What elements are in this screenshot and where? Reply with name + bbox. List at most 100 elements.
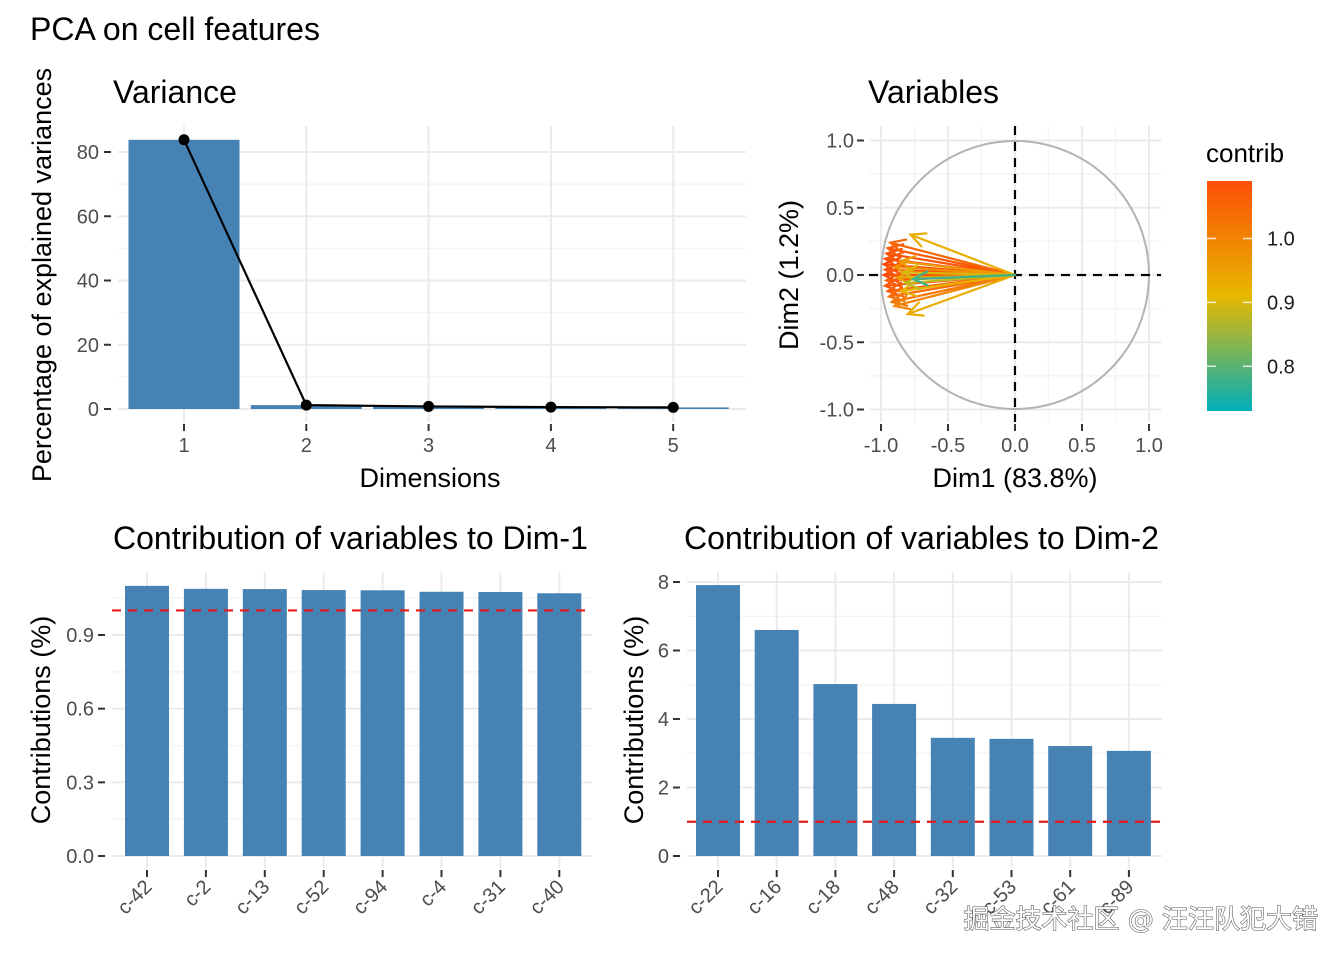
contrib-dim2-panel: Contribution of variables to Dim-2 0 2 4 6 8…	[619, 520, 1162, 919]
variance-point-4	[545, 401, 557, 413]
y-tick-label: 2	[658, 778, 669, 800]
variance-xlabel: Dimensions	[359, 463, 500, 493]
watermark: 掘金技术社区 @ 汪汪队犯大错	[963, 905, 1318, 935]
y-tick-label: 80	[77, 142, 99, 164]
variables-ylabel: Dim2 (1.2%)	[774, 200, 804, 350]
legend-tick-label: 0.8	[1267, 356, 1295, 378]
variance-ylabel: Percentage of explained variances	[27, 68, 57, 482]
legend-ticks: 1.0 0.9 0.8	[1207, 229, 1295, 378]
contrib-dim1-title: Contribution of variables to Dim-1	[113, 520, 588, 556]
contrib-dim1-bars	[125, 585, 582, 856]
variable-arrow	[905, 273, 1017, 317]
legend-tick-label: 0.9	[1267, 292, 1295, 314]
x-tick-label: c-32	[919, 876, 962, 919]
x-tick-label: c-42	[113, 876, 156, 919]
contrib-legend: contrib 1.0 0.9 0.8	[1206, 138, 1295, 411]
legend-tick-label: 1.0	[1267, 229, 1295, 251]
variable-arrow	[899, 264, 1017, 281]
y-tick-label: 0.3	[66, 772, 94, 794]
figure-title: PCA on cell features	[30, 11, 320, 47]
contrib-bar-c-53	[989, 738, 1034, 856]
variance-bar-1	[128, 139, 240, 410]
variable-arrow	[887, 238, 1017, 277]
contrib-bar-c-52	[301, 590, 346, 856]
variance-title: Variance	[113, 74, 237, 110]
variables-panel: Variables -1.0 -0.5 0.0 0.5 1.0 1.0 0.5 0.0 -0.5…	[774, 74, 1295, 493]
contrib-bar-c-31	[478, 592, 523, 856]
y-tick-label: 20	[77, 335, 99, 357]
contrib-bar-c-22	[696, 585, 740, 856]
variance-point-2	[300, 399, 312, 411]
x-tick-label: c-94	[349, 876, 392, 919]
contrib-bar-c-48	[872, 703, 917, 856]
x-tick-label: -1.0	[864, 435, 898, 457]
y-tick-label: 1.0	[826, 131, 854, 153]
contrib-bar-c-4	[419, 591, 464, 856]
x-tick-label: 1.0	[1135, 435, 1163, 457]
variance-panel: Variance 0 20 40 60 80 1 2 3 4 5 Dimensions Perce…	[27, 68, 746, 493]
legend-title: contrib	[1206, 138, 1284, 168]
variables-xlabel: Dim1 (83.8%)	[932, 463, 1097, 493]
y-tick-label: 8	[658, 572, 669, 594]
x-tick-label: c-4	[416, 876, 451, 911]
contrib-bar-c-42	[125, 585, 169, 856]
y-tick-label: 0.6	[66, 699, 94, 721]
y-tick-label: 6	[658, 641, 669, 663]
contrib-dim2-ylabel: Contributions (%)	[619, 616, 649, 825]
y-tick-label: 4	[658, 709, 669, 731]
x-tick-label: 1	[178, 435, 189, 457]
x-tick-label: c-22	[684, 876, 727, 919]
y-tick-label: 0	[88, 399, 99, 421]
contrib-bar-c-2	[183, 588, 228, 856]
x-tick-label: c-13	[231, 876, 274, 919]
y-tick-label: -1.0	[820, 400, 854, 422]
x-tick-label: c-18	[802, 876, 845, 919]
variance-line	[178, 134, 679, 413]
contrib-bar-c-89	[1106, 750, 1151, 856]
x-tick-label: c-40	[526, 876, 569, 919]
contrib-dim2-title: Contribution of variables to Dim-2	[684, 520, 1159, 556]
contrib-dim2-bars	[696, 585, 1151, 856]
contrib-dim1-panel: Contribution of variables to Dim-1 0.0 0.…	[26, 520, 592, 919]
variance-point-5	[667, 401, 679, 413]
x-tick-label: c-48	[861, 876, 904, 919]
y-tick-label: 60	[77, 206, 99, 228]
y-tick-label: 0.0	[826, 265, 854, 287]
contrib-bar-c-13	[242, 589, 287, 856]
x-tick-label: 0.5	[1068, 435, 1096, 457]
contrib-bar-c-18	[813, 684, 858, 856]
x-tick-label: c-52	[290, 876, 333, 919]
legend-colorbar	[1207, 181, 1252, 411]
variance-axes: 0 20 40 60 80 1 2 3 4 5	[77, 142, 679, 457]
variables-title: Variables	[868, 74, 999, 110]
x-tick-label: -0.5	[931, 435, 965, 457]
contrib-bar-c-61	[1048, 746, 1093, 856]
x-tick-label: c-2	[180, 876, 215, 911]
y-tick-label: 0.9	[66, 625, 94, 647]
x-tick-label: 0.0	[1001, 435, 1029, 457]
variance-point-3	[423, 400, 435, 412]
variable-arrow	[897, 255, 1017, 277]
x-tick-label: c-16	[743, 876, 786, 919]
variables-arrows	[881, 232, 1017, 317]
contrib-bar-c-16	[754, 629, 799, 856]
y-tick-label: -0.5	[820, 332, 854, 354]
y-tick-label: 40	[77, 271, 99, 293]
variables-axes: -1.0 -0.5 0.0 0.5 1.0 1.0 0.5 0.0 -0.5 -1.0	[820, 131, 1163, 458]
x-tick-label: 5	[668, 435, 679, 457]
x-tick-label: 2	[301, 435, 312, 457]
variance-point-1	[178, 134, 190, 146]
y-tick-label: 0.5	[826, 198, 854, 220]
y-tick-label: 0	[658, 846, 669, 868]
x-tick-label: c-31	[467, 876, 510, 919]
x-tick-label: 4	[545, 435, 556, 457]
variable-arrow	[891, 273, 1017, 311]
x-tick-label: 3	[423, 435, 434, 457]
contrib-bar-c-94	[360, 590, 405, 856]
contrib-bar-c-40	[537, 593, 582, 856]
contrib-bar-c-32	[930, 737, 975, 856]
variable-arrow	[910, 270, 1017, 287]
y-tick-label: 0.0	[66, 846, 94, 868]
variable-arrow	[908, 232, 1017, 277]
